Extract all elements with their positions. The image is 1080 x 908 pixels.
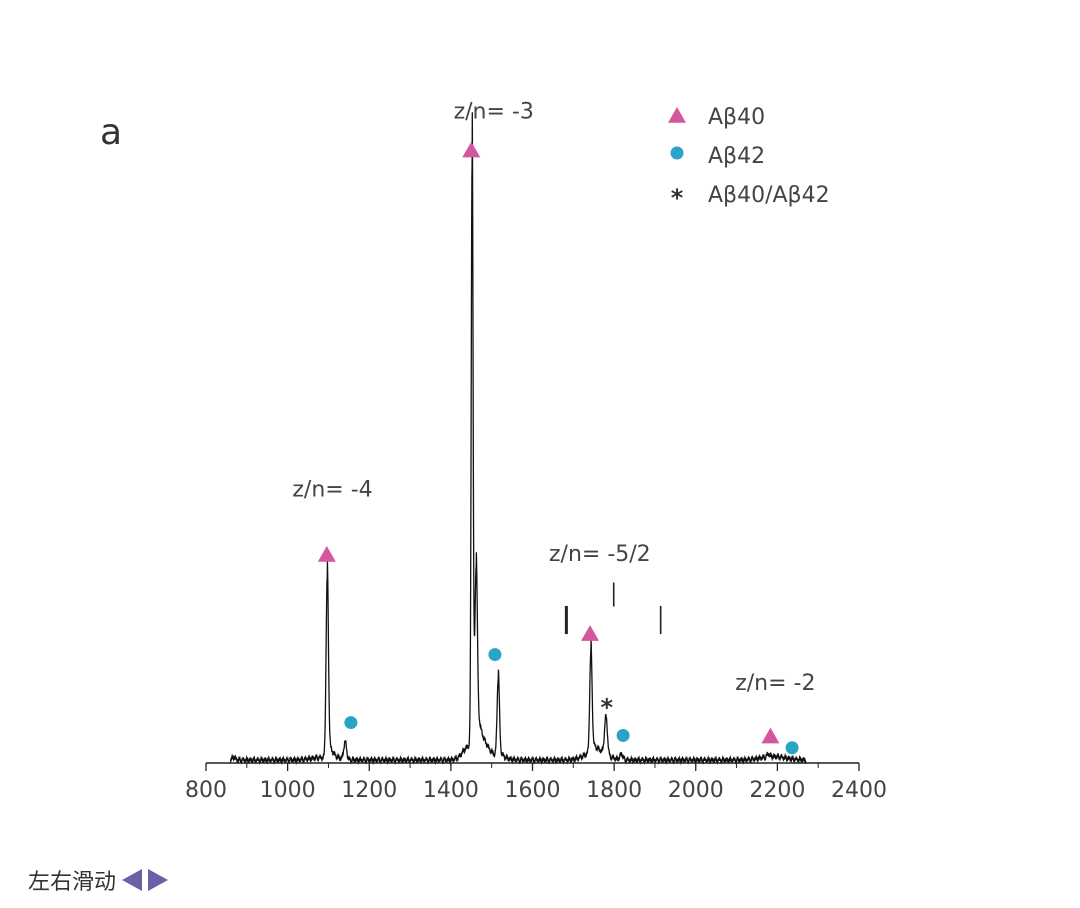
triangle-right-icon[interactable] [148, 869, 169, 891]
abeta40-abeta42-marker: * [600, 694, 613, 722]
spectrum-line [229, 112, 807, 766]
abeta40-marker [581, 625, 600, 641]
abeta40-marker [462, 141, 481, 158]
charge-state-label: z/n= -2 [735, 671, 815, 696]
x-tick-label: 1200 [341, 778, 397, 803]
swipe-hint-label: 左右滑动 [28, 870, 117, 895]
x-tick-label: 1000 [260, 778, 316, 803]
abeta42-marker [488, 648, 502, 662]
abeta40-marker [761, 727, 780, 744]
charge-state-label: z/n= -3 [454, 99, 534, 124]
charge-state-label: z/n= -4 [292, 477, 372, 502]
charge-state-label: z/n= -5/2 [549, 542, 651, 567]
x-tick-label: 2200 [749, 778, 805, 803]
x-tick-label: 1800 [586, 778, 642, 803]
legend-label: Aβ40/Aβ42 [708, 183, 830, 208]
legend-triangle-icon [668, 107, 686, 123]
legend-label: Aβ42 [708, 144, 765, 169]
legend-star-icon: * [671, 184, 684, 212]
legend-label: Aβ40 [708, 105, 765, 130]
x-tick-label: 1400 [423, 778, 479, 803]
legend-circle-icon [670, 146, 684, 160]
swipe-hint: 左右滑动 [28, 864, 169, 896]
abeta42-marker [616, 728, 630, 742]
x-tick-label: 2400 [831, 778, 887, 803]
abeta42-marker [785, 741, 799, 755]
triangle-left-icon[interactable] [122, 869, 143, 891]
x-tick-label: 1600 [505, 778, 561, 803]
chart: 800 1000 1200 1400 1600 1800 2000 2200 2400 * z/n=… [185, 99, 887, 803]
x-tick-label: 800 [185, 778, 227, 803]
legend: Aβ40 Aβ42 * Aβ40/Aβ42 [668, 105, 830, 212]
abeta40-marker [317, 545, 336, 562]
x-tick-label: 2000 [668, 778, 724, 803]
abeta42-marker [344, 716, 358, 730]
panel-label: a [100, 112, 123, 153]
